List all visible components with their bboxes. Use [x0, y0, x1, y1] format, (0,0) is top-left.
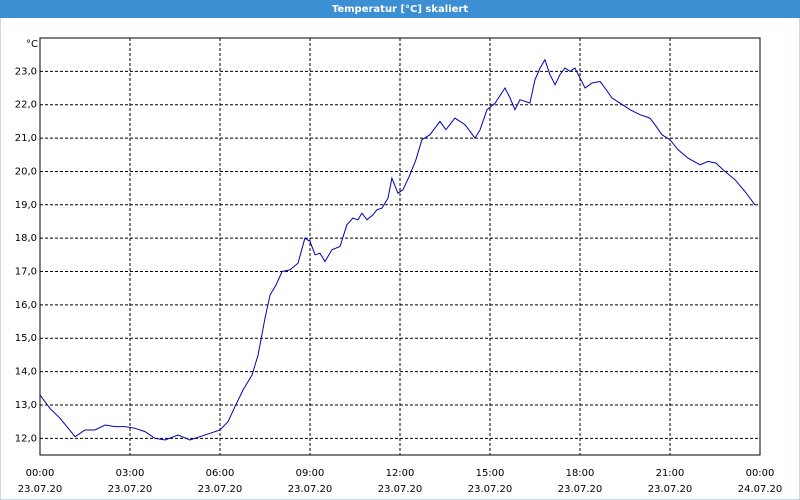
y-tick-label: 13,0 [15, 400, 37, 411]
y-tick-label: 16,0 [15, 300, 37, 311]
y-tick-label: 14,0 [15, 367, 37, 378]
x-tick-date: 23.07.20 [288, 484, 333, 495]
x-tick-date: 23.07.20 [468, 484, 513, 495]
x-tick-label: 21:00 [656, 468, 685, 479]
x-tick-date: 23.07.20 [18, 484, 63, 495]
x-tick-label: 03:00 [116, 468, 145, 479]
x-tick-label: 00:00 [746, 468, 775, 479]
chart-title: Temperatur [°C] skaliert [332, 4, 469, 15]
y-tick-label: 19,0 [15, 200, 37, 211]
x-tick-label: 06:00 [206, 468, 235, 479]
y-tick-label: 15,0 [15, 333, 37, 344]
y-tick-label: 23,0 [15, 66, 37, 77]
x-tick-label: 12:00 [386, 468, 415, 479]
x-tick-date: 23.07.20 [108, 484, 153, 495]
x-tick-date: 23.07.20 [198, 484, 243, 495]
data-line [39, 58, 756, 441]
y-tick-label: 21,0 [15, 133, 37, 144]
x-tick-label: 09:00 [296, 468, 325, 479]
x-tick-label: 18:00 [566, 468, 595, 479]
y-tick-label: 18,0 [15, 233, 37, 244]
x-tick-date: 23.07.20 [378, 484, 423, 495]
title-bar [0, 0, 800, 18]
x-tick-date: 24.07.20 [738, 484, 783, 495]
y-tick-label: 12,0 [15, 433, 37, 444]
y-unit: °C [26, 39, 38, 50]
x-tick-label: 00:00 [26, 468, 55, 479]
x-tick-label: 15:00 [476, 468, 505, 479]
y-tick-label: 22,0 [15, 100, 37, 111]
x-tick-date: 23.07.20 [558, 484, 603, 495]
y-tick-label: 20,0 [15, 166, 37, 177]
x-tick-date: 23.07.20 [648, 484, 693, 495]
y-tick-label: 17,0 [15, 267, 37, 278]
